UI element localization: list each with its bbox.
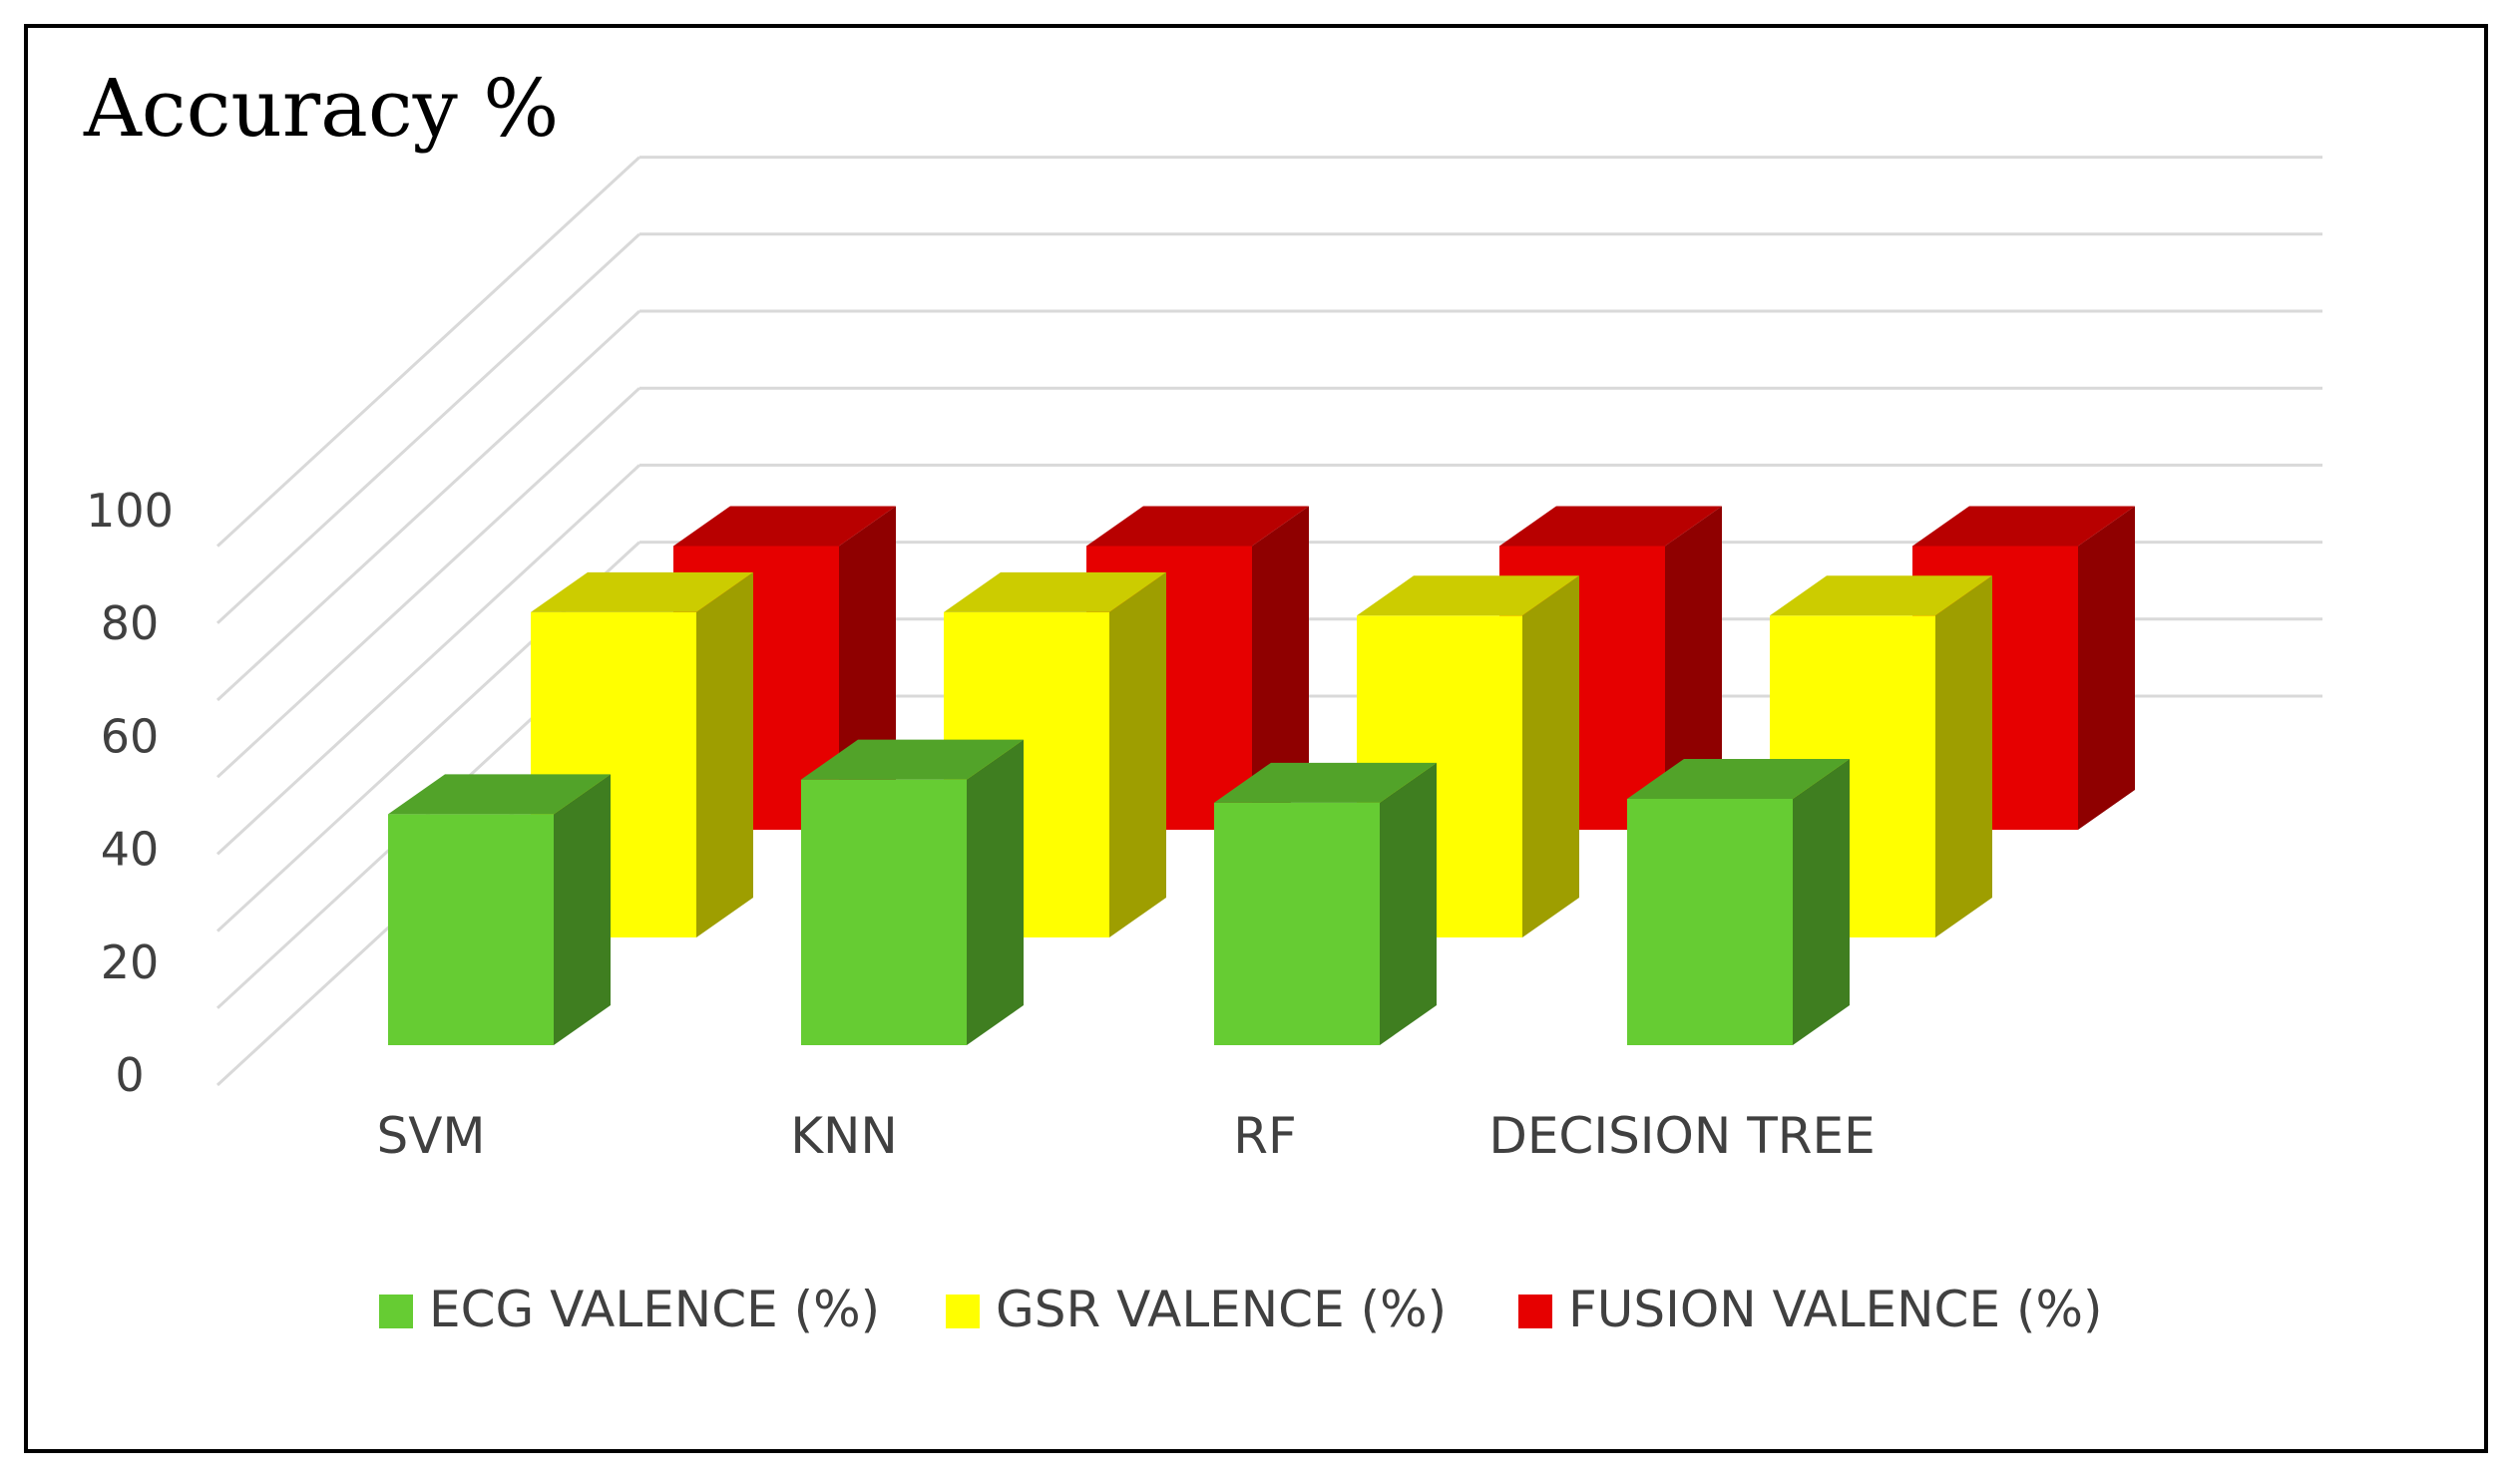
x-axis-categories: SVM KNN RF DECISION TREE <box>376 1107 1875 1165</box>
gridline-wall <box>215 309 641 702</box>
bar-side <box>2078 506 2135 830</box>
legend-swatch <box>946 1295 980 1328</box>
chart-title: Accuracy % <box>83 62 559 155</box>
bar-side <box>1109 571 1166 937</box>
bar-0-2 <box>1214 762 1437 1045</box>
y-tick-label: 20 <box>101 935 160 989</box>
bar-top <box>1627 758 1850 799</box>
bar-top <box>1499 506 1722 547</box>
bar-side <box>1252 506 1309 830</box>
bar-front <box>1214 802 1380 1045</box>
bar-top <box>1086 506 1309 547</box>
legend: ECG VALENCE (%) GSR VALENCE (%) FUSION VAL… <box>379 1281 2102 1338</box>
bar-top <box>1770 575 1992 616</box>
bar-top <box>1214 762 1437 803</box>
bar-side <box>1665 506 1722 830</box>
bar-0-0 <box>388 774 611 1045</box>
category-label: KNN <box>790 1107 898 1165</box>
bar-side <box>1935 575 1992 937</box>
bar-0-3 <box>1627 758 1850 1045</box>
bar-front <box>388 814 554 1045</box>
bar-side <box>696 571 753 937</box>
bar-side <box>1522 575 1579 937</box>
bar-top <box>801 739 1024 780</box>
bar-front <box>1627 798 1793 1045</box>
category-label: RF <box>1233 1107 1297 1165</box>
category-label: SVM <box>376 1107 485 1165</box>
bars <box>388 506 2135 1045</box>
legend-label: GSR VALENCE (%) <box>996 1281 1447 1338</box>
bar-side <box>1793 758 1850 1045</box>
y-tick-label: 100 <box>86 484 174 538</box>
bar-top <box>673 506 896 547</box>
y-tick-label: 80 <box>101 596 160 650</box>
bar-top <box>944 571 1166 612</box>
y-tick-label: 0 <box>115 1048 144 1102</box>
bar-top <box>1912 506 2135 547</box>
chart-frame: Accuracy % 0 20 40 60 80 100 SVM KNN RF DECISION… <box>24 24 2488 1453</box>
y-tick-label: 40 <box>101 823 160 877</box>
bar-top <box>388 774 611 815</box>
y-tick-label: 60 <box>101 709 160 763</box>
bar-top <box>531 571 753 612</box>
gridlines <box>215 156 2322 1087</box>
gridline-wall <box>215 464 641 856</box>
legend-label: ECG VALENCE (%) <box>429 1281 880 1338</box>
gridline-wall <box>215 387 641 779</box>
legend-swatch <box>1518 1295 1552 1328</box>
bar-top <box>1357 575 1579 616</box>
bar-front <box>801 779 967 1045</box>
gridline-wall <box>215 156 641 548</box>
y-axis-ticks: 0 20 40 60 80 100 <box>86 484 174 1102</box>
bar-side <box>1380 762 1437 1045</box>
legend-label: FUSION VALENCE (%) <box>1568 1281 2102 1338</box>
category-label: DECISION TREE <box>1488 1107 1875 1165</box>
bar-side <box>967 739 1024 1045</box>
bar-0-1 <box>801 739 1024 1045</box>
gridline-wall <box>215 232 641 624</box>
bar-side <box>554 774 611 1045</box>
chart-svg: Accuracy % 0 20 40 60 80 100 SVM KNN RF DECISION… <box>83 62 2322 1338</box>
bar-2-3 <box>1912 506 2135 830</box>
legend-swatch <box>379 1295 413 1328</box>
